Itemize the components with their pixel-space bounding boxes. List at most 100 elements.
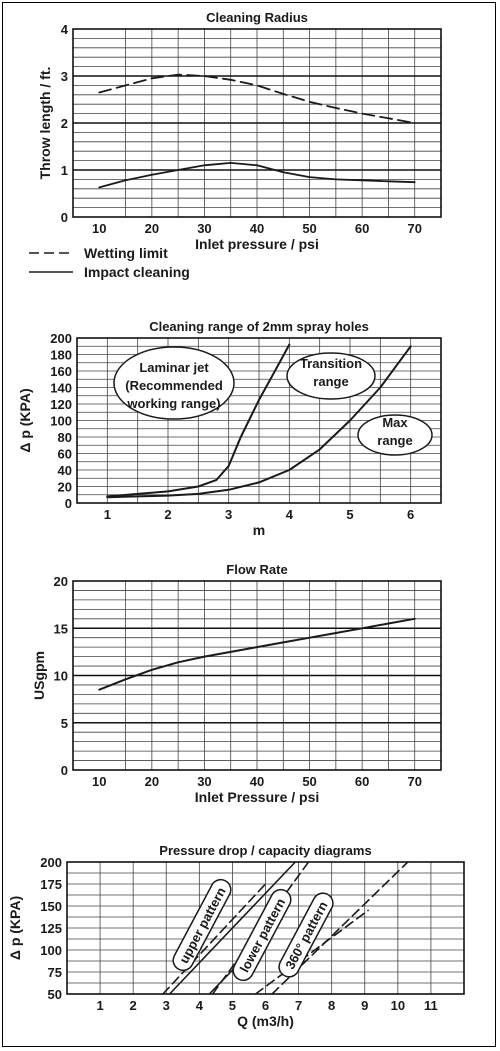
pattern-label: upper pattern (176, 885, 229, 966)
plot-frame (76, 337, 442, 504)
y-tick-label: 175 (40, 877, 62, 892)
pattern-line (168, 861, 297, 995)
x-tick-label: 5 (346, 507, 353, 522)
y-tick-label: 125 (40, 921, 62, 936)
flow-rate-curve (98, 617, 416, 691)
pattern-line (162, 883, 267, 995)
plot-frame (72, 580, 442, 771)
x-tick-label: 10 (92, 221, 106, 236)
y-axis-label: USgpm (31, 651, 47, 700)
y-tick-label: 75 (48, 965, 62, 980)
y-tick-label: 10 (54, 669, 68, 684)
plot-frame (66, 861, 465, 995)
y-tick-label: 80 (58, 430, 72, 445)
pattern-label-pill (232, 888, 292, 982)
x-tick-label: 70 (407, 221, 421, 236)
y-tick-label: 60 (58, 447, 72, 462)
x-tick-label: 10 (92, 774, 106, 789)
x-tick-label: 40 (250, 774, 264, 789)
x-tick-label: 5 (229, 998, 236, 1013)
y-tick-label: 50 (48, 987, 62, 1002)
x-tick-label: 7 (295, 998, 302, 1013)
x-axis-label: Inlet pressure / psi (195, 236, 319, 252)
y-tick-label: 3 (61, 69, 68, 84)
y-tick-label: 120 (50, 397, 72, 412)
y-tick-label: 150 (40, 899, 62, 914)
y-tick-label: 40 (58, 463, 72, 478)
x-tick-label: 11 (424, 998, 438, 1013)
y-tick-label: 1 (61, 163, 68, 178)
annotation-label: working range) (126, 396, 220, 411)
x-tick-label: 8 (328, 998, 335, 1013)
y-tick-label: 180 (50, 348, 72, 363)
x-axis-label: m (253, 522, 265, 538)
y-tick-label: 5 (61, 716, 68, 731)
series-line-impact-cleaning (98, 161, 416, 189)
annotation-label: Max (382, 415, 408, 430)
plot-frame (72, 28, 442, 218)
y-tick-label: 0 (61, 763, 68, 778)
x-tick-label: 1 (104, 507, 111, 522)
x-tick-label: 2 (130, 998, 137, 1013)
y-tick-label: 100 (50, 414, 72, 429)
y-axis-label: Δ p (KPA) (17, 388, 33, 452)
y-axis-label: Throw length / ft. (37, 67, 53, 180)
annotation-ellipse (286, 352, 376, 400)
y-tick-label: 20 (54, 574, 68, 589)
y-tick-label: 20 (58, 480, 72, 495)
x-tick-label: 10 (391, 998, 405, 1013)
x-tick-label: 30 (197, 774, 211, 789)
y-tick-label: 200 (40, 855, 62, 870)
x-tick-label: 3 (163, 998, 170, 1013)
y-tick-label: 200 (50, 331, 72, 346)
series-line-wetting-limit (98, 73, 416, 124)
x-tick-label: 9 (361, 998, 368, 1013)
x-tick-label: 20 (145, 774, 159, 789)
pattern-line (254, 909, 369, 995)
chart-title: Pressure drop / capacity diagrams (159, 843, 371, 858)
legend-label: Impact cleaning (84, 264, 190, 280)
x-tick-label: 40 (250, 221, 264, 236)
annotation-label: range (313, 374, 348, 389)
x-tick-label: 50 (302, 221, 316, 236)
x-tick-label: 50 (302, 774, 316, 789)
pattern-label-pill (172, 878, 232, 972)
x-tick-label: 3 (225, 507, 232, 522)
annotation-ellipse (357, 414, 433, 456)
range-curve (106, 345, 412, 499)
x-tick-label: 1 (96, 998, 103, 1013)
x-tick-label: 60 (355, 221, 369, 236)
y-tick-label: 0 (61, 210, 68, 225)
x-tick-label: 6 (262, 998, 269, 1013)
x-tick-label: 20 (145, 221, 159, 236)
annotation-label: range (377, 433, 412, 448)
x-tick-label: 4 (196, 998, 204, 1013)
x-tick-label: 4 (286, 507, 294, 522)
chart-title: Cleaning Radius (206, 10, 308, 25)
x-tick-label: 30 (197, 221, 211, 236)
y-tick-label: 4 (61, 22, 69, 37)
annotation-label: Transition (300, 356, 362, 371)
annotation-ellipse (113, 346, 235, 420)
chart-title: Flow Rate (226, 562, 287, 577)
y-tick-label: 160 (50, 364, 72, 379)
x-tick-label: 60 (355, 774, 369, 789)
y-tick-label: 100 (40, 943, 62, 958)
x-axis-label: Q (m3/h) (237, 1013, 294, 1029)
y-tick-label: 15 (54, 621, 68, 636)
pattern-label-pill (278, 892, 334, 978)
x-tick-label: 2 (164, 507, 171, 522)
y-tick-label: 2 (61, 116, 68, 131)
range-curve (106, 343, 291, 498)
x-axis-label: Inlet Pressure / psi (195, 789, 320, 805)
chart-title: Cleaning range of 2mm spray holes (149, 319, 369, 334)
x-tick-label: 70 (407, 774, 421, 789)
y-tick-label: 140 (50, 381, 72, 396)
x-tick-label: 6 (407, 507, 414, 522)
annotation-label: Laminar jet (139, 360, 209, 375)
y-axis-label: Δ p (KPA) (7, 896, 23, 960)
legend-label: Wetting limit (84, 245, 168, 261)
